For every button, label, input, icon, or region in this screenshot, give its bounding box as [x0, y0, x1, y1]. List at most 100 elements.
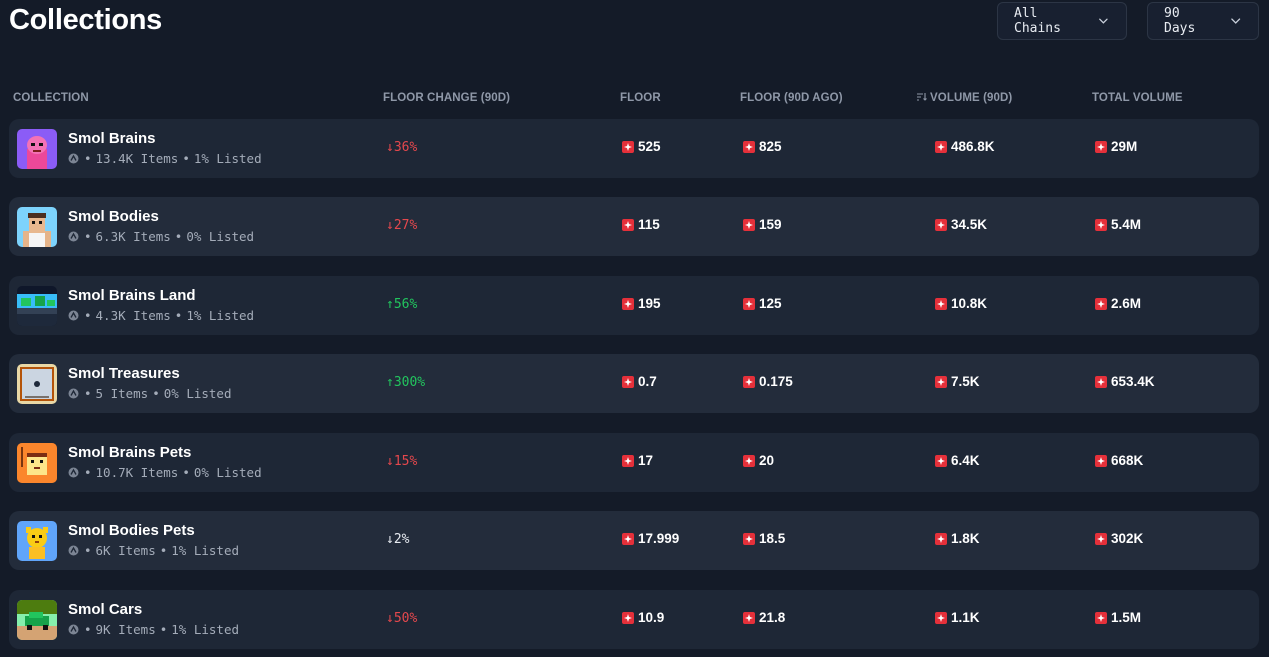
collection-name[interactable]: Smol Bodies Pets	[68, 522, 195, 539]
meta-separator: •	[84, 308, 92, 323]
item-count: 10.7K Items	[95, 465, 179, 480]
magic-token-icon	[622, 297, 634, 310]
floor-change: ↓36%	[386, 140, 418, 155]
magic-token-icon	[622, 532, 634, 545]
listed-percent: 0% Listed	[163, 386, 232, 401]
meta-separator: •	[152, 386, 160, 401]
collection-name[interactable]: Smol Cars	[68, 601, 143, 618]
floor-ago-value: 0.175	[743, 374, 793, 389]
collection-meta: • 9K Items • 1% Listed	[68, 622, 243, 637]
chain-filter-dropdown[interactable]: All Chains	[997, 2, 1127, 40]
smol-bodies-thumbnail-icon	[17, 207, 57, 247]
collection-name[interactable]: Smol Brains Pets	[68, 444, 192, 461]
floor-ago-amount: 21.8	[759, 610, 786, 625]
magic-token-icon	[935, 611, 947, 624]
magic-token-icon	[622, 218, 634, 231]
table-row[interactable]: Smol Brains Land • 4.3K Items • 1% Liste…	[9, 276, 1259, 335]
total-volume-amount: 29M	[1111, 139, 1138, 154]
floor-change: ↓15%	[386, 454, 418, 469]
smol-brains-pets-thumbnail-icon	[17, 443, 57, 483]
listed-percent: 1% Listed	[193, 151, 262, 166]
column-header-floor-ago[interactable]: FLOOR (90D AGO)	[740, 92, 843, 104]
arbitrum-chain-icon	[68, 153, 79, 164]
total-volume-value: 668K	[1095, 453, 1143, 468]
volume-value: 6.4K	[935, 453, 980, 468]
floor-change: ↓2%	[386, 532, 410, 547]
table-row[interactable]: Smol Brains • 13.4K Items • 1% Listed ↓3…	[9, 119, 1259, 178]
collection-name[interactable]: Smol Brains Land	[68, 287, 196, 304]
period-filter-dropdown[interactable]: 90 Days	[1147, 2, 1259, 40]
total-volume-value: 1.5M	[1095, 610, 1141, 625]
magic-token-icon	[743, 611, 755, 624]
floor-change: ↓27%	[386, 218, 418, 233]
arbitrum-chain-icon	[68, 310, 79, 321]
smol-brains-land-thumbnail-icon	[17, 286, 57, 326]
smol-bodies-pets-thumbnail-icon	[17, 521, 57, 561]
floor-amount: 17.999	[638, 531, 680, 546]
volume-amount: 486.8K	[951, 139, 995, 154]
total-volume-amount: 2.6M	[1111, 296, 1142, 311]
floor-change: ↓50%	[386, 611, 418, 626]
page-title: Collections	[9, 4, 162, 36]
floor-value: 115	[622, 217, 660, 232]
column-header-volume[interactable]: VOLUME (90D)	[916, 92, 1012, 104]
floor-ago-amount: 825	[759, 139, 782, 154]
collection-name[interactable]: Smol Brains	[68, 130, 156, 147]
table-row[interactable]: Smol Bodies • 6.3K Items • 0% Listed ↓27…	[9, 197, 1259, 256]
floor-change: ↑300%	[386, 375, 426, 390]
collection-name[interactable]: Smol Bodies	[68, 208, 159, 225]
collection-meta: • 13.4K Items • 1% Listed	[68, 151, 266, 166]
floor-amount: 10.9	[638, 610, 665, 625]
volume-amount: 34.5K	[951, 217, 988, 232]
floor-amount: 17	[638, 453, 654, 468]
magic-token-icon	[622, 140, 634, 153]
magic-token-icon	[743, 375, 755, 388]
period-filter-value: 90 Days	[1164, 6, 1196, 36]
magic-token-icon	[1095, 218, 1107, 231]
item-count: 6K Items	[95, 543, 156, 558]
meta-separator: •	[84, 386, 92, 401]
column-header-floor[interactable]: FLOOR	[620, 92, 661, 104]
magic-token-icon	[935, 297, 947, 310]
column-header-total-volume[interactable]: TOTAL VOLUME	[1092, 92, 1183, 104]
table-row[interactable]: Smol Treasures • 5 Items • 0% Listed ↑30…	[9, 354, 1259, 413]
magic-token-icon	[743, 454, 755, 467]
meta-separator: •	[84, 543, 92, 558]
volume-amount: 1.1K	[951, 610, 980, 625]
table-header: COLLECTION FLOOR CHANGE (90D) FLOOR FLOO…	[0, 92, 1269, 106]
column-header-floor-change[interactable]: FLOOR CHANGE (90D)	[383, 92, 511, 104]
total-volume-value: 653.4K	[1095, 374, 1155, 389]
floor-ago-amount: 159	[759, 217, 782, 232]
volume-value: 1.1K	[935, 610, 980, 625]
floor-ago-value: 20	[743, 453, 774, 468]
item-count: 5 Items	[95, 386, 149, 401]
listed-percent: 1% Listed	[171, 543, 240, 558]
volume-amount: 1.8K	[951, 531, 980, 546]
volume-value: 1.8K	[935, 531, 980, 546]
magic-token-icon	[935, 454, 947, 467]
floor-value: 525	[622, 139, 661, 154]
column-header-volume-label: VOLUME (90D)	[930, 92, 1013, 104]
collection-meta: • 4.3K Items • 1% Listed	[68, 308, 258, 323]
floor-ago-amount: 18.5	[759, 531, 786, 546]
collection-meta: • 10.7K Items • 0% Listed	[68, 465, 266, 480]
collection-name[interactable]: Smol Treasures	[68, 365, 180, 382]
table-row[interactable]: Smol Brains Pets • 10.7K Items • 0% List…	[9, 433, 1259, 492]
arbitrum-chain-icon	[68, 624, 79, 635]
column-header-collection[interactable]: COLLECTION	[13, 92, 89, 104]
floor-ago-amount: 125	[759, 296, 782, 311]
floor-value: 10.9	[622, 610, 664, 625]
volume-value: 10.8K	[935, 296, 987, 311]
item-count: 9K Items	[95, 622, 156, 637]
floor-value: 195	[622, 296, 661, 311]
meta-separator: •	[174, 308, 183, 323]
volume-amount: 7.5K	[951, 374, 980, 389]
table-row[interactable]: Smol Bodies Pets • 6K Items • 1% Listed …	[9, 511, 1259, 570]
arbitrum-chain-icon	[68, 545, 79, 556]
table-row[interactable]: Smol Cars • 9K Items • 1% Listed ↓50% 10…	[9, 590, 1259, 649]
chevron-down-icon	[1230, 18, 1240, 24]
meta-separator: •	[159, 543, 168, 558]
floor-amount: 115	[638, 217, 660, 232]
meta-separator: •	[84, 151, 92, 166]
meta-separator: •	[84, 229, 92, 244]
